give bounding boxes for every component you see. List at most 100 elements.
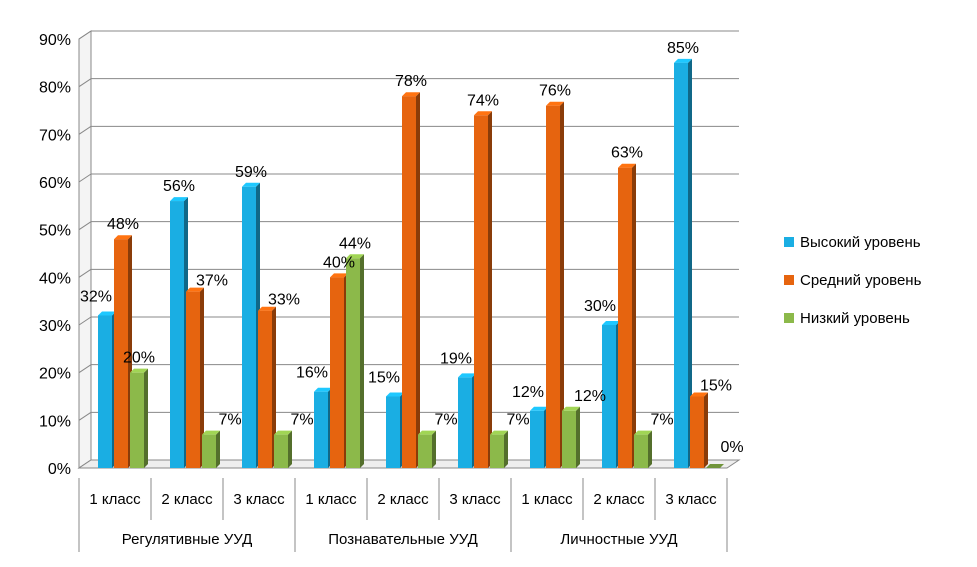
bar-top (130, 368, 148, 373)
bar-side (560, 101, 564, 468)
y-axis-ticks: 0% 10% 20% 30% 40% 50% 60% 70% 80% 90% (39, 32, 71, 478)
bar (330, 273, 348, 468)
data-label: 59% (235, 164, 267, 181)
y-tick-label: 10% (39, 413, 71, 430)
y-tick-label: 0% (48, 461, 71, 478)
bar-front (98, 315, 112, 468)
bar-top (402, 92, 420, 97)
bar-top (674, 58, 692, 63)
data-label: 12% (512, 384, 544, 401)
data-label: 12% (574, 388, 606, 405)
bar-top (202, 430, 220, 435)
bar (490, 430, 508, 468)
bar (130, 368, 148, 468)
bar (418, 430, 436, 468)
bar-side (488, 111, 492, 469)
data-label: 7% (506, 412, 529, 429)
gridline-diag (78, 364, 92, 374)
bar-front (186, 291, 200, 468)
data-label: 15% (368, 370, 400, 387)
data-label: 32% (80, 288, 112, 305)
bar-top (458, 373, 476, 378)
legend: Высокий уровень Средний уровень Низкий уро… (784, 234, 922, 327)
y-tick-label: 30% (39, 318, 71, 335)
legend-swatch (784, 275, 794, 285)
bar-front (330, 277, 344, 468)
bar (202, 430, 220, 468)
category-label: 2 класс (593, 491, 645, 508)
bar-side (688, 58, 692, 468)
bar-side (632, 163, 636, 468)
legend-swatch (784, 237, 794, 247)
bar-front (634, 434, 648, 468)
bar (618, 163, 636, 468)
bar-side (432, 430, 436, 468)
y-tick-label: 40% (39, 270, 71, 287)
gridline-diag (78, 411, 92, 421)
bar-front (546, 105, 560, 468)
bar-front (314, 391, 328, 468)
bar (274, 430, 292, 468)
group-label: Личностные УУД (560, 531, 677, 548)
bar (530, 406, 548, 468)
data-label: 7% (290, 412, 313, 429)
bar-front (674, 62, 688, 468)
y-tick-label: 60% (39, 175, 71, 192)
bar-side (360, 254, 364, 468)
legend-label: Средний уровень (800, 272, 922, 289)
bar-top (186, 287, 204, 292)
bar-front (474, 115, 488, 469)
bar-top (386, 392, 404, 397)
bar-side (288, 430, 292, 468)
bar (314, 387, 332, 468)
bar-front (130, 372, 144, 468)
bar-front (490, 434, 504, 468)
bar-top (346, 254, 364, 259)
bar (690, 392, 708, 468)
bar-side (416, 92, 420, 468)
bar (258, 306, 276, 468)
y-tick-label: 20% (39, 366, 71, 383)
group-label: Познавательные УУД (328, 531, 478, 548)
bar-top (490, 430, 508, 435)
bar-top (530, 406, 548, 411)
gridline-diag (78, 78, 92, 88)
bar-front (242, 186, 256, 468)
bar-front (418, 434, 432, 468)
bar (186, 287, 204, 468)
gridline-diag (78, 125, 92, 135)
data-label: 16% (296, 365, 328, 382)
x-axis: 1 класс 2 класс 3 класс 1 класс 2 класс 3 кла… (78, 478, 728, 552)
y-tick-label: 70% (39, 127, 71, 144)
bar-front (202, 434, 216, 468)
bar-side (648, 430, 652, 468)
y-tick-label: 80% (39, 80, 71, 97)
data-label: 7% (650, 412, 673, 429)
bar-top (242, 182, 260, 187)
bar (546, 101, 564, 468)
bar-top (618, 163, 636, 168)
group-label: Регулятивные УУД (122, 531, 253, 548)
bar-top (330, 273, 348, 278)
data-label: 15% (700, 378, 732, 395)
side-wall (78, 30, 92, 469)
bar-side (504, 430, 508, 468)
data-labels: 32% 48% 20% 56% 37% 7% 59% 33% 7% 16% 40% 44% 15% 78%… (80, 40, 744, 456)
category-label: 3 класс (665, 491, 717, 508)
legend-swatch (784, 313, 794, 323)
legend-label: Низкий уровень (800, 310, 910, 327)
bar (346, 254, 364, 468)
bar (562, 406, 580, 468)
data-label: 63% (611, 145, 643, 162)
bar (706, 464, 724, 468)
category-label: 2 класс (377, 491, 429, 508)
category-label: 1 класс (305, 491, 357, 508)
y-tick-label: 90% (39, 32, 71, 49)
bar-top (274, 430, 292, 435)
bar-top (562, 406, 580, 411)
bar-front (562, 410, 576, 468)
data-label: 85% (667, 40, 699, 57)
bar (98, 311, 116, 468)
bar (170, 197, 188, 469)
bar-front (602, 325, 616, 468)
